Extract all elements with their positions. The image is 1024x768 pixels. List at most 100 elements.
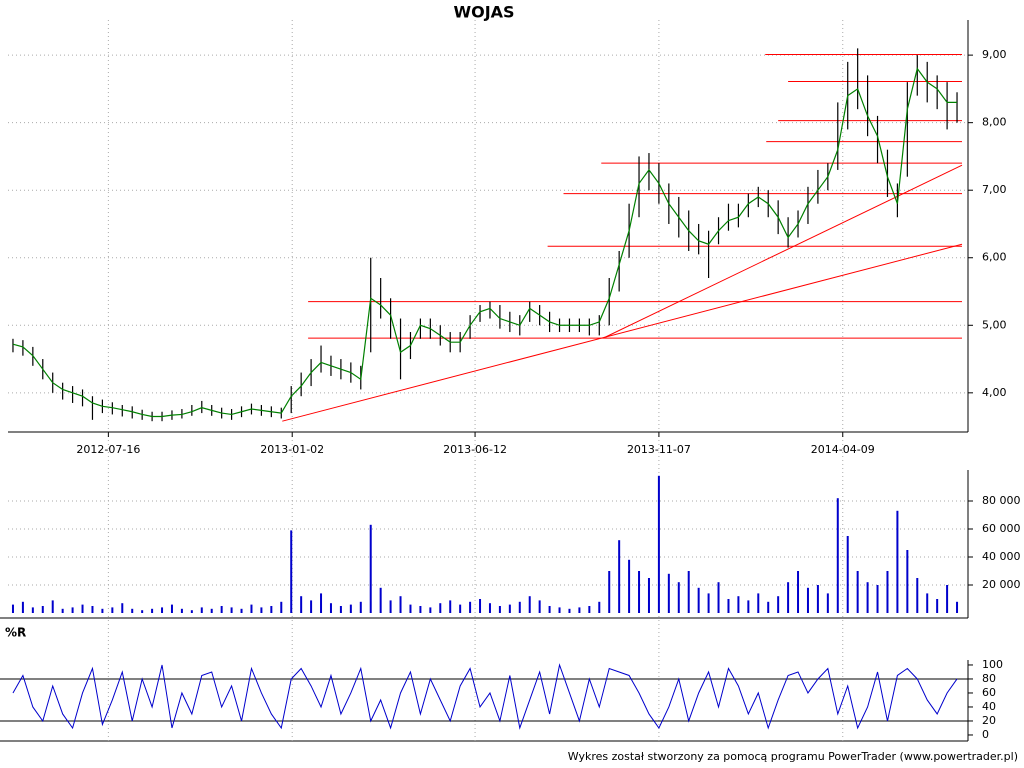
volume-bar	[31, 607, 34, 614]
volume-bar	[797, 571, 800, 614]
volume-bar	[677, 582, 680, 614]
volume-bar	[61, 608, 64, 614]
volume-bar	[151, 608, 154, 614]
volume-bar	[508, 604, 511, 614]
volume-bar	[578, 607, 581, 614]
y-tick-label: 6,00	[982, 251, 1007, 264]
volume-bar	[777, 596, 780, 614]
volume-bar	[657, 475, 660, 614]
volume-bar	[369, 524, 372, 614]
y-tick-label: 4,00	[982, 386, 1007, 399]
volume-bar	[419, 606, 422, 614]
volume-bar	[707, 593, 710, 614]
y-tick-label: 60	[982, 686, 996, 699]
volume-bar	[558, 607, 561, 614]
trend-line	[282, 243, 963, 422]
volume-bar	[141, 610, 144, 614]
volume-bar	[757, 593, 760, 614]
volume-bar	[459, 604, 462, 614]
volume-bar	[687, 571, 690, 614]
volume-bar	[488, 603, 491, 614]
indicator-line	[12, 663, 958, 730]
volume-bar	[588, 606, 591, 614]
volume-bar	[170, 604, 173, 614]
volume-bar	[121, 603, 124, 614]
volume-bar	[697, 587, 700, 614]
volume-bar	[240, 608, 243, 614]
volume-bar	[439, 603, 442, 614]
volume-bar	[727, 599, 730, 614]
y-tick-label: 7,00	[982, 183, 1007, 196]
volume-bar	[389, 600, 392, 614]
x-tick-label: 2013-11-07	[627, 443, 691, 456]
volume-bar	[608, 571, 611, 614]
volume-bar	[180, 608, 183, 614]
y-tick-label: 100	[982, 658, 1003, 671]
volume-bar	[896, 510, 899, 614]
volume-bar	[866, 582, 869, 614]
volume-bar	[429, 607, 432, 614]
volume-bar	[379, 587, 382, 614]
volume-bar	[498, 606, 501, 614]
trend-line	[603, 164, 963, 339]
y-tick-label: 9,00	[982, 48, 1007, 61]
volume-bar	[936, 599, 939, 614]
volume-bar	[21, 601, 24, 614]
y-tick-label: 0	[982, 728, 989, 741]
volume-bar	[628, 559, 631, 614]
volume-bar	[816, 585, 819, 614]
x-tick-label: 2013-06-12	[443, 443, 507, 456]
volume-bar	[399, 596, 402, 614]
x-tick-label: 2013-01-02	[260, 443, 324, 456]
volume-bar	[320, 593, 323, 614]
panel-title: %R	[5, 626, 26, 640]
volume-bar	[737, 596, 740, 614]
volume-bar	[568, 608, 571, 614]
volume-bar	[518, 601, 521, 614]
volume-bar	[290, 530, 293, 614]
volume-bar	[81, 604, 84, 614]
y-tick-label: 5,00	[982, 318, 1007, 331]
volume-bar	[787, 582, 790, 614]
volume-bar	[856, 571, 859, 614]
volume-bar	[916, 578, 919, 614]
volume-bar	[618, 540, 621, 614]
y-tick-label: 40 000	[982, 550, 1021, 563]
volume-bar	[747, 600, 750, 614]
y-tick-label: 80	[982, 672, 996, 685]
y-tick-label: 80 000	[982, 494, 1021, 507]
volume-bar	[91, 606, 94, 614]
y-tick-label: 20 000	[982, 578, 1021, 591]
footer: Wykres został stworzony za pomocą progra…	[568, 750, 1018, 763]
volume-bar	[270, 606, 273, 614]
volume-bar	[647, 578, 650, 614]
volume-bar	[946, 585, 949, 614]
volume-bar	[806, 587, 809, 614]
volume-bar	[836, 498, 839, 614]
volume-bar	[71, 607, 74, 614]
volume-bar	[767, 601, 770, 614]
volume-bar	[280, 601, 283, 614]
volume-bar	[210, 608, 213, 614]
volume-bar	[598, 601, 601, 614]
volume-bar	[230, 607, 233, 614]
volume-bar	[826, 593, 829, 614]
y-tick-label: 40	[982, 700, 996, 713]
y-tick-label: 8,00	[982, 116, 1007, 129]
x-tick-label: 2014-04-09	[811, 443, 875, 456]
volume-bar	[926, 593, 929, 614]
volume-bar	[300, 596, 303, 614]
volume-bar	[349, 604, 352, 614]
volume-bar	[51, 600, 54, 614]
volume-bar	[906, 549, 909, 614]
chart-title: WOJAS	[453, 3, 514, 22]
volume-bar	[131, 608, 134, 614]
volume-bar	[449, 600, 452, 614]
volume-bar	[548, 606, 551, 614]
volume-bar	[260, 607, 263, 614]
volume-bar	[41, 606, 44, 614]
volume-bar	[101, 608, 104, 614]
volume-bar	[190, 610, 193, 614]
volume-bar	[200, 607, 203, 614]
